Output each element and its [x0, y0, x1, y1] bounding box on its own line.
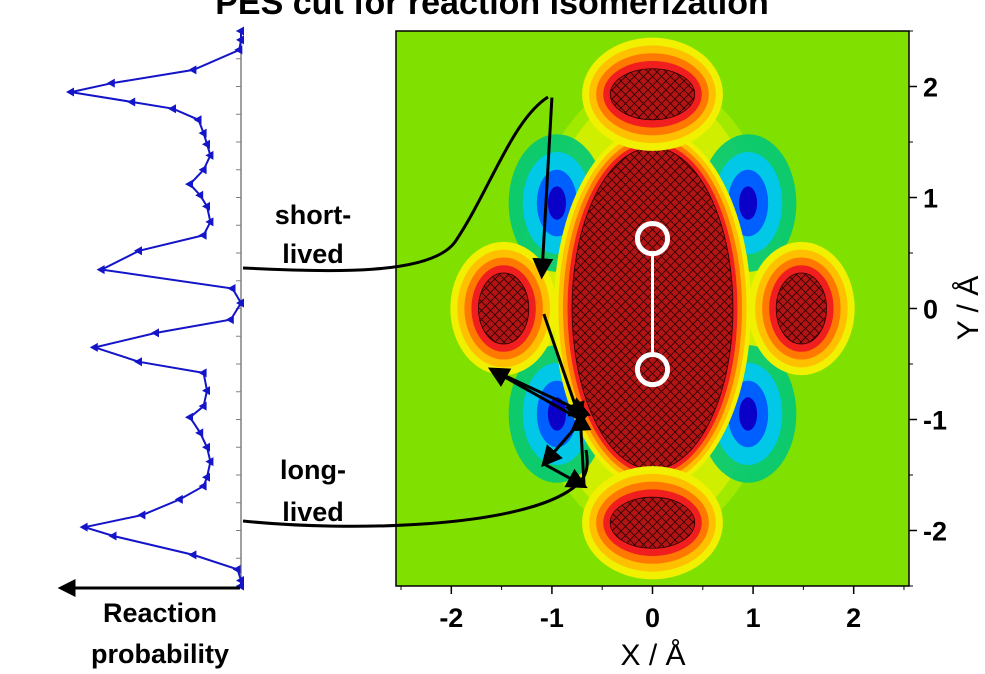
probability-point	[198, 401, 207, 411]
y-tick-label: 1	[923, 184, 938, 214]
x-tick-label: 1	[746, 603, 761, 633]
probability-point	[198, 165, 207, 175]
x-axis-ticks: -2 -1 0 1 2	[400, 586, 905, 633]
probability-point	[185, 412, 193, 422]
x-tick-label: -1	[540, 603, 564, 633]
probability-point	[236, 26, 244, 36]
potential-energy-surface: -2 -1 0 1 2 -2 -1 0 1 2 X / Å Y / Å	[395, 30, 985, 672]
probability-point	[96, 265, 105, 275]
long-lived-label-line-1: long-	[280, 455, 346, 485]
probability-point	[174, 494, 183, 504]
reaction-probability-panel: Reaction probability	[57, 26, 244, 669]
well-core	[739, 186, 758, 220]
trajectory-arrows	[487, 97, 592, 489]
probability-point	[202, 472, 210, 482]
short-lived-trajectory-segment	[532, 97, 554, 280]
molecule-atom	[634, 220, 671, 257]
probability-point	[225, 315, 234, 325]
short-lived-label-line-2: lived	[282, 239, 344, 269]
probability-point	[127, 97, 136, 107]
probability-point	[134, 357, 142, 367]
repulsive-blob-core	[609, 68, 696, 121]
short-lived-connector	[242, 95, 549, 273]
y-axis-title: Y / Å	[952, 276, 985, 340]
repulsive-blob-core	[609, 496, 696, 549]
probability-markers	[66, 26, 244, 591]
probability-point	[232, 564, 241, 574]
repulsive-blob-core	[775, 272, 827, 345]
short-lived-label-line-1: short-	[275, 200, 352, 230]
chart-title: PES cut for reaction isomerization	[215, 0, 769, 22]
probability-point	[195, 190, 204, 200]
probability-point	[198, 368, 207, 378]
probability-point	[205, 457, 214, 467]
probability-series-line	[70, 31, 243, 586]
probability-point	[236, 35, 244, 45]
y-tick-label: -1	[923, 406, 947, 436]
probability-point	[227, 284, 236, 294]
probability-point	[198, 230, 207, 240]
molecule-diagram	[634, 220, 671, 388]
y-tick-label: 0	[923, 295, 938, 325]
long-lived-trajectory-segment	[490, 368, 591, 417]
probability-point	[202, 386, 210, 396]
probability-point	[205, 217, 214, 227]
repulsive-blob-core	[478, 272, 530, 345]
probability-point	[198, 128, 207, 138]
probability-point	[106, 78, 115, 88]
probability-point	[193, 115, 202, 125]
probability-point	[234, 45, 243, 55]
well-core	[547, 186, 566, 220]
well-core	[739, 397, 758, 431]
probability-point	[108, 531, 117, 541]
x-tick-label: -2	[439, 603, 463, 633]
probability-point	[185, 179, 193, 189]
probability-point	[202, 139, 210, 149]
probability-label-line-2: probability	[91, 639, 229, 669]
y-tick-label: 2	[923, 73, 938, 103]
molecule-atom	[634, 351, 671, 388]
long-lived-label-line-2: lived	[282, 497, 344, 527]
probability-point	[188, 550, 197, 560]
y-tick-label: -2	[923, 517, 947, 547]
probability-point	[202, 442, 210, 452]
well-core	[547, 397, 566, 431]
probability-point	[66, 87, 74, 97]
probability-point	[236, 581, 244, 591]
probability-label-line-1: Reaction	[103, 598, 217, 628]
probability-point	[236, 298, 244, 308]
x-tick-label: 2	[846, 603, 861, 633]
probability-point	[89, 342, 98, 352]
probability-point	[134, 246, 142, 256]
x-tick-label: 0	[645, 603, 660, 633]
probability-point	[198, 481, 207, 491]
probability-point	[202, 201, 210, 211]
probability-point	[79, 522, 88, 532]
long-lived-connector	[242, 449, 589, 528]
probability-point	[137, 510, 146, 520]
probability-point	[195, 428, 204, 438]
x-axis-title: X / Å	[620, 639, 685, 672]
y-axis-ticks: -2 -1 0 1 2	[909, 30, 947, 587]
probability-point	[188, 65, 197, 75]
probability-point	[168, 104, 176, 114]
probability-point	[151, 328, 159, 338]
probability-point	[205, 150, 214, 160]
